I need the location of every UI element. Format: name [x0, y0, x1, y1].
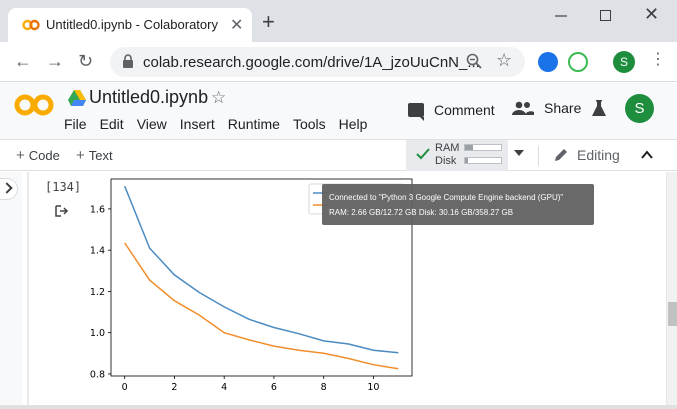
chevron-right-icon	[1, 182, 13, 194]
pencil-icon	[555, 149, 567, 161]
execution-count: [134]	[45, 180, 82, 194]
resources-indicator[interactable]: RAM Disk	[406, 140, 508, 171]
reload-icon[interactable]: ↻	[78, 51, 94, 71]
editing-mode-button[interactable]: Editing	[553, 147, 620, 163]
notebook-title[interactable]: Untitled0.ipynb	[89, 87, 209, 107]
x-tick-label: 4	[221, 382, 227, 393]
forward-arrow-icon[interactable]: →	[46, 51, 64, 71]
tooltip-connection-text: Connected to "Python 3 Google Compute En…	[329, 193, 564, 202]
ram-bar	[464, 144, 502, 151]
add-text-label: Text	[88, 148, 113, 163]
zoom-icon[interactable]	[465, 52, 483, 70]
user-avatar[interactable]: S	[625, 94, 654, 123]
comment-label: Comment	[434, 102, 495, 118]
colab-logo[interactable]	[14, 93, 54, 117]
plus-icon: +	[16, 147, 25, 164]
menu-help[interactable]: Help	[338, 116, 368, 132]
toolbar-divider	[538, 146, 539, 166]
menu-edit[interactable]: Edit	[99, 116, 124, 132]
cell-border	[27, 172, 29, 409]
browser-menu-icon[interactable]: ⋮	[650, 51, 666, 68]
x-tick-label: 0	[122, 382, 128, 393]
menu-file[interactable]: File	[64, 116, 87, 132]
page-scrollbar[interactable]	[666, 172, 677, 409]
left-gutter	[0, 172, 22, 409]
y-tick-label: 1.0	[90, 328, 105, 339]
disk-bar-fill	[465, 158, 468, 163]
window-close-icon[interactable]: ✕	[644, 4, 660, 24]
url-text: colab.research.google.com/drive/1A_jzoUu…	[143, 54, 480, 71]
ram-bar-fill	[465, 145, 473, 150]
add-code-button[interactable]: + Code	[16, 147, 60, 164]
ram-label: RAM	[435, 142, 460, 154]
output-actions-icon[interactable]	[55, 205, 69, 217]
chevron-up-icon[interactable]	[640, 148, 654, 162]
share-label: Share	[544, 100, 582, 116]
side-panel-toggle[interactable]	[0, 178, 18, 200]
flask-icon[interactable]	[592, 100, 606, 116]
tab-title: Untitled0.ipynb - Colaboratory	[46, 17, 218, 32]
x-tick-label: 6	[271, 382, 277, 393]
tooltip-resources-text: RAM: 2.66 GB/12.72 GB Disk: 30.16 GB/358…	[329, 208, 514, 217]
x-tick-label: 10	[367, 382, 379, 393]
share-button[interactable]: Share	[512, 100, 581, 116]
series-line-2	[124, 242, 399, 370]
series-line-1	[124, 185, 399, 354]
notebook-toolbar: + Code + Text RAM Disk Editing	[0, 139, 677, 171]
colab-header: Untitled0.ipynb ☆ File Edit View Insert …	[0, 83, 677, 139]
y-tick-label: 1.6	[90, 204, 105, 215]
runtime-dropdown-icon[interactable]	[514, 150, 524, 156]
x-tick-label: 2	[171, 382, 177, 393]
people-icon	[512, 101, 534, 115]
tab-close-icon[interactable]: ✕	[230, 17, 244, 34]
minimize-icon[interactable]	[554, 8, 568, 22]
disk-bar	[464, 157, 502, 164]
y-tick-label: 1.4	[90, 246, 105, 257]
runtime-tooltip: Connected to "Python 3 Google Compute En…	[322, 184, 594, 225]
lock-icon	[123, 54, 133, 68]
comment-button[interactable]: Comment	[408, 100, 495, 121]
plus-icon: +	[76, 147, 85, 164]
star-icon[interactable]: ☆	[211, 88, 227, 107]
address-bar[interactable]: colab.research.google.com/drive/1A_jzoUu…	[110, 47, 525, 77]
editing-label: Editing	[577, 147, 620, 163]
browser-toolbar: ← → ↻ colab.research.google.com/drive/1A…	[0, 42, 677, 82]
bookmark-star-icon[interactable]: ☆	[496, 50, 513, 70]
y-tick-label: 1.2	[90, 287, 105, 298]
extension-js-icon[interactable]	[568, 52, 588, 72]
menu-runtime[interactable]: Runtime	[227, 116, 280, 132]
back-arrow-icon[interactable]: ←	[14, 51, 32, 71]
y-tick-label: 0.8	[90, 369, 105, 380]
drive-icon	[68, 90, 86, 106]
menu-bar: File Edit View Insert Runtime Tools Help	[64, 116, 380, 132]
bottom-border	[0, 405, 677, 409]
comment-icon	[408, 103, 424, 121]
scrollbar-thumb[interactable]	[668, 302, 677, 326]
add-code-label: Code	[28, 148, 60, 163]
browser-tab-strip: Untitled0.ipynb - Colaboratory ✕ + ✕	[0, 0, 677, 42]
add-text-button[interactable]: + Text	[76, 147, 113, 164]
extension-shield-icon[interactable]	[538, 52, 558, 72]
menu-view[interactable]: View	[136, 116, 167, 132]
browser-profile-avatar[interactable]: S	[613, 51, 635, 73]
x-tick-label: 8	[321, 382, 327, 393]
colab-favicon-icon	[22, 19, 40, 31]
menu-tools[interactable]: Tools	[292, 116, 326, 132]
new-tab-icon[interactable]: +	[262, 9, 275, 34]
disk-label: Disk	[435, 155, 457, 167]
maximize-icon[interactable]	[600, 10, 611, 21]
browser-tab[interactable]: Untitled0.ipynb - Colaboratory ✕	[8, 8, 252, 42]
menu-insert[interactable]: Insert	[179, 116, 215, 132]
connected-check-icon	[416, 148, 430, 160]
